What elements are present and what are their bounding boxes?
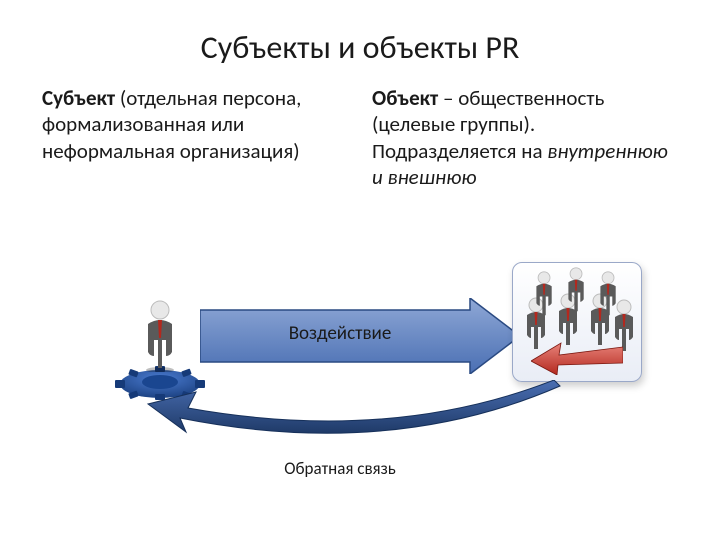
columns: Субъект (отдельная персона, формализован… [0,67,720,190]
feedback-label: Обратная связь [200,458,480,479]
object-definition: Объект – общественность (целевые группы)… [372,85,678,190]
group-person-icon [533,271,559,325]
person-icon [142,300,178,372]
object-figure [512,262,642,382]
group-person-icon [565,267,591,321]
impact-label: Воздействие [200,322,480,345]
feedback-arrow [140,380,570,470]
page-title: Субъекты и объекты PR [0,0,720,67]
group-person-icon [597,271,623,325]
subject-definition: Субъект (отдельная персона, формализован… [42,85,348,190]
object-term: Объект [372,85,438,111]
subject-term: Субъект [42,85,115,111]
diagram: Воздействие [0,250,720,510]
red-arrow-icon [531,339,623,375]
